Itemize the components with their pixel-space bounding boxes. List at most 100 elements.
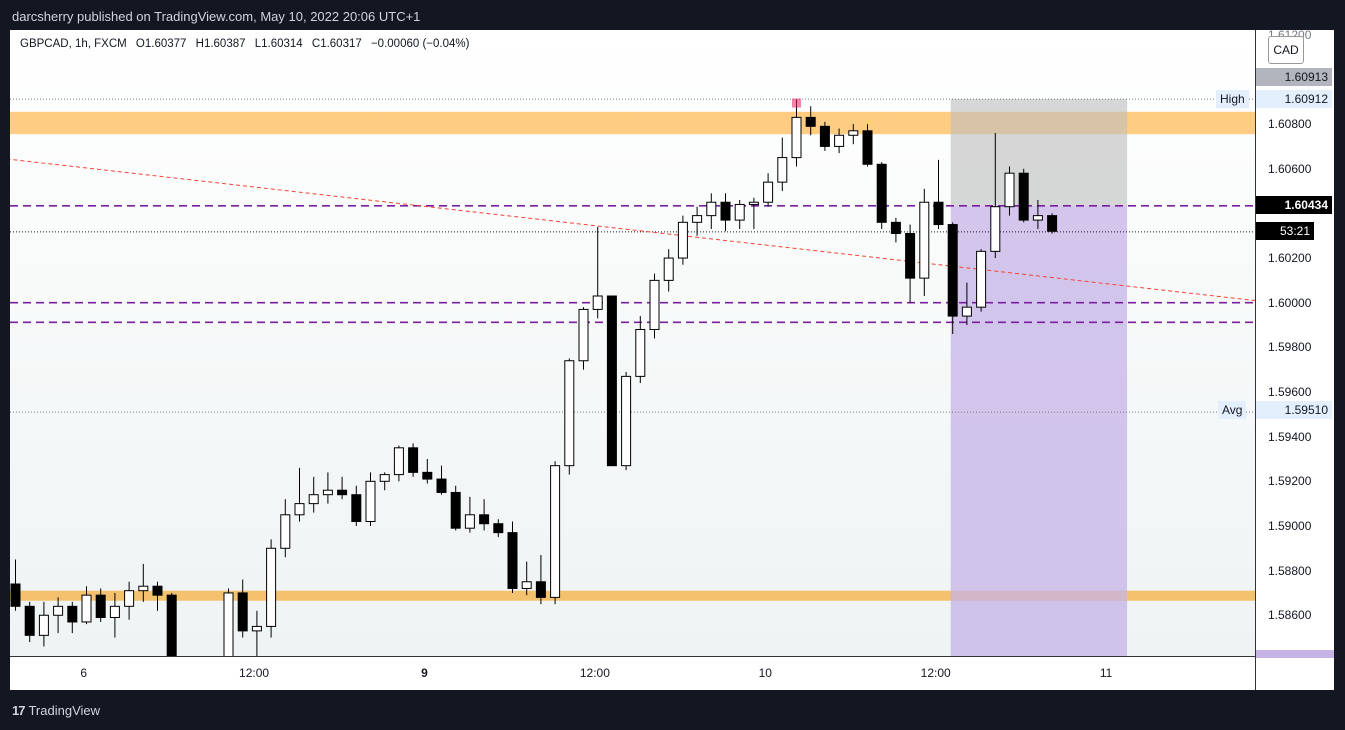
candle-body-54 (777, 157, 788, 183)
legend-high: H1.60387 (195, 38, 246, 50)
candle-body-42 (606, 295, 617, 467)
candle-body-18 (266, 547, 277, 627)
candle-body-56 (805, 116, 816, 127)
legend-close: C1.60317 (311, 38, 362, 50)
candle-body-39 (564, 360, 575, 467)
candle-body-23 (337, 489, 348, 496)
candle-body-25 (365, 480, 376, 522)
candle-body-24 (351, 494, 362, 522)
candle-body-10 (152, 585, 163, 596)
candle-body-4 (67, 605, 78, 623)
gray-price-tag: 1.60913 (1256, 68, 1332, 86)
candle-body-2 (38, 614, 49, 636)
time-axis[interactable]: 6 12:00 9 12:00 10 12:00 11 (10, 656, 1255, 691)
candle-body-49 (706, 201, 717, 217)
tradingview-logo[interactable]: 17 TradingView (12, 703, 100, 718)
last-price-tag: 1.60434 (1256, 196, 1332, 214)
time-tick: 12:00 (579, 666, 610, 680)
chart-frame: GBPCAD, 1h, FXCM O1.60377 H1.60387 L1.60… (10, 28, 1335, 691)
supply-zone (10, 111, 1255, 135)
candle-body-15 (223, 592, 234, 656)
candle-body-17 (251, 625, 262, 632)
time-tick: 12:00 (920, 666, 951, 680)
price-tick: 1.59800 (1268, 340, 1312, 355)
candle-body-5 (81, 594, 92, 623)
tradingview-logo-icon: 17 (12, 703, 26, 718)
currency-button[interactable]: CAD (1268, 36, 1304, 64)
candle-body-50 (720, 201, 731, 221)
candle-body-16 (237, 592, 248, 632)
price-tick: 1.58800 (1268, 563, 1312, 578)
time-tick: 12:00 (239, 666, 270, 680)
candle-body-66 (947, 224, 958, 317)
candle-body-26 (379, 474, 390, 482)
candle-body-45 (649, 279, 660, 330)
candle-body-21 (308, 494, 319, 505)
price-tick: 1.60000 (1268, 295, 1312, 310)
candle-body-55 (791, 116, 802, 159)
candle-body-33 (479, 514, 490, 525)
legend-low: L1.60314 (254, 38, 303, 50)
price-tick: 1.60800 (1268, 117, 1312, 132)
candle-body-65 (933, 201, 944, 226)
range-axis-marker (1256, 650, 1334, 658)
price-tick: 1.59200 (1268, 474, 1312, 489)
time-tick: 10 (758, 666, 772, 680)
candle-body-40 (578, 308, 589, 362)
legend-change: −0.00060 (−0.04%) (370, 38, 470, 50)
candle-body-6 (95, 594, 106, 618)
candle-body-62 (890, 221, 901, 234)
candle-body-9 (138, 585, 149, 592)
candle-body-27 (393, 447, 404, 476)
candle-body-22 (322, 489, 333, 496)
candle-body-69 (990, 206, 1001, 252)
candle-body-43 (621, 375, 632, 467)
price-tick: 1.59400 (1268, 429, 1312, 444)
price-axis[interactable]: 1.61200 1.60913 High 1.60912 1.60434 53:… (1216, 28, 1335, 690)
candle-body-64 (919, 201, 930, 279)
candle-body-11 (166, 594, 177, 656)
legend-open: O1.60377 (135, 38, 187, 50)
candle-body-73 (1047, 215, 1058, 232)
candle-body-47 (677, 221, 688, 259)
candle-body-0 (10, 583, 21, 607)
candlestick-chart[interactable] (10, 30, 1255, 656)
candle-body-63 (905, 232, 916, 279)
footer-bar (0, 692, 1345, 730)
candle-body-60 (862, 130, 873, 165)
publish-info: darcsherry published on TradingView.com,… (12, 9, 421, 24)
candle-body-71 (1018, 172, 1029, 221)
candle-body-29 (422, 471, 433, 480)
price-tick: 1.59000 (1268, 518, 1312, 533)
candle-body-28 (408, 447, 419, 473)
candle-body-52 (748, 201, 759, 205)
candle-body-48 (692, 215, 703, 223)
candle-body-35 (507, 532, 518, 589)
candle-body-32 (464, 514, 475, 529)
candle-body-37 (535, 581, 546, 598)
symbol-legend: GBPCAD, 1h, FXCM O1.60377 H1.60387 L1.60… (20, 38, 475, 50)
candle-body-30 (436, 478, 447, 493)
demand-zone (10, 590, 1255, 601)
candle-body-44 (635, 328, 646, 377)
publish-header: darcsherry published on TradingView.com,… (0, 0, 1345, 32)
candle-body-46 (663, 257, 674, 281)
candle-body-38 (550, 465, 561, 598)
candle-body-19 (280, 514, 291, 549)
brand-name: TradingView (28, 703, 101, 718)
candle-body-70 (1004, 172, 1015, 208)
countdown-tag: 53:21 (1256, 222, 1314, 240)
candle-body-53 (763, 181, 774, 203)
price-tick: 1.60200 (1268, 251, 1312, 266)
candle-body-72 (1032, 215, 1043, 221)
candle-body-7 (109, 605, 120, 618)
candle-body-57 (819, 125, 830, 147)
candle-body-36 (521, 581, 532, 589)
candle-body-3 (53, 605, 64, 616)
time-tick: 11 (1099, 666, 1113, 680)
legend-symbol: GBPCAD, 1h, FXCM (20, 38, 127, 50)
chart-plot-area[interactable]: GBPCAD, 1h, FXCM O1.60377 H1.60387 L1.60… (10, 30, 1255, 656)
candle-body-41 (592, 295, 603, 310)
candle-body-68 (976, 250, 987, 308)
time-tick: 6 (80, 666, 87, 680)
